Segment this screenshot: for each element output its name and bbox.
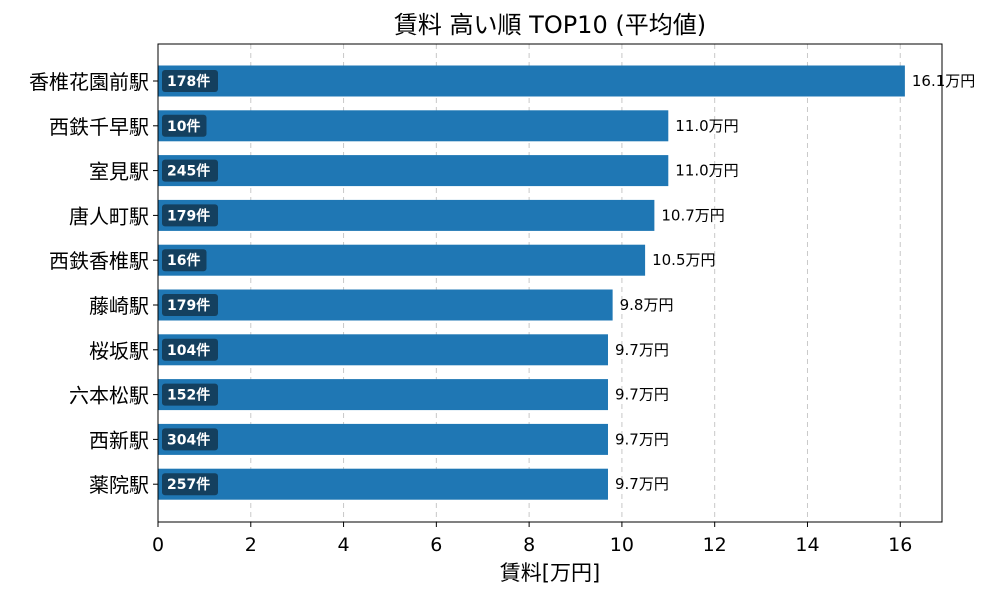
x-tick-label: 0 (152, 534, 164, 556)
count-label: 16件 (167, 252, 200, 269)
bar (158, 199, 655, 231)
y-tick-label: 西鉄千早駅 (49, 115, 149, 139)
x-tick-label: 6 (430, 534, 442, 556)
bar (158, 289, 613, 321)
value-label: 10.5万円 (652, 251, 715, 269)
count-badge (162, 114, 207, 137)
count-label: 10件 (167, 118, 200, 135)
count-badge (162, 294, 218, 316)
y-tick-label: 室見駅 (89, 160, 149, 184)
bar (158, 110, 669, 142)
count-badge (162, 338, 218, 361)
x-tick-label: 10 (610, 534, 634, 556)
x-tick-label: 2 (245, 534, 257, 556)
count-label: 304件 (167, 431, 210, 448)
y-tick-label: 藤崎駅 (89, 294, 149, 318)
x-tick-layer: 0 2 4 6 8 10 12 14 16 (152, 522, 912, 556)
count-badge (162, 70, 218, 92)
x-tick-label: 8 (523, 534, 535, 556)
value-label: 11.0万円 (675, 162, 738, 180)
y-tick-label: 香椎花園前駅 (29, 70, 149, 94)
count-label: 179件 (167, 297, 210, 314)
value-label: 9.7万円 (615, 386, 669, 404)
x-tick-label: 4 (338, 534, 350, 556)
count-badge (162, 249, 207, 272)
value-label: 9.7万円 (615, 341, 669, 359)
bar (158, 244, 646, 276)
bar (158, 423, 608, 455)
plot-frame (157, 43, 943, 523)
count-badge (162, 473, 218, 496)
x-tick-label: 14 (795, 534, 819, 556)
bar (158, 155, 669, 187)
count-badge (162, 159, 218, 182)
x-tick-label: 16 (888, 534, 912, 556)
bar (158, 468, 608, 500)
count-label: 245件 (167, 163, 210, 180)
value-label: 9.7万円 (615, 430, 669, 448)
bar (158, 334, 608, 366)
x-tick-label: 12 (703, 534, 727, 556)
count-badge (162, 383, 218, 406)
value-label: 16.1万円 (912, 72, 975, 90)
y-tick-label: 薬院駅 (89, 473, 149, 497)
count-label: 179件 (167, 207, 210, 224)
y-tick-label: 西新駅 (89, 428, 149, 452)
x-axis-label: 賃料[万円] (500, 561, 600, 585)
value-label: 9.7万円 (615, 475, 669, 493)
y-tick-label: 西鉄香椎駅 (49, 249, 149, 273)
value-label: 9.8万円 (620, 296, 674, 314)
bar (158, 379, 608, 411)
value-label: 10.7万円 (661, 206, 724, 224)
count-label: 178件 (167, 73, 210, 90)
count-badge (162, 428, 218, 451)
count-badge (162, 204, 218, 227)
y-tick-label: 桜坂駅 (89, 339, 149, 363)
y-tick-label: 唐人町駅 (69, 204, 149, 228)
y-tick-label: 六本松駅 (69, 384, 149, 408)
bar (158, 65, 905, 97)
bar-layer: 16.1万円 178件 11.0万円 10件 11.0万円 245件 10.7万円 179件 1… (158, 65, 975, 500)
value-label: 11.0万円 (675, 117, 738, 135)
count-label: 152件 (167, 387, 210, 404)
chart-title: 賃料 高い順 TOP10 (平均値) (394, 11, 706, 39)
count-label: 104件 (167, 342, 210, 359)
count-label: 257件 (167, 476, 210, 493)
